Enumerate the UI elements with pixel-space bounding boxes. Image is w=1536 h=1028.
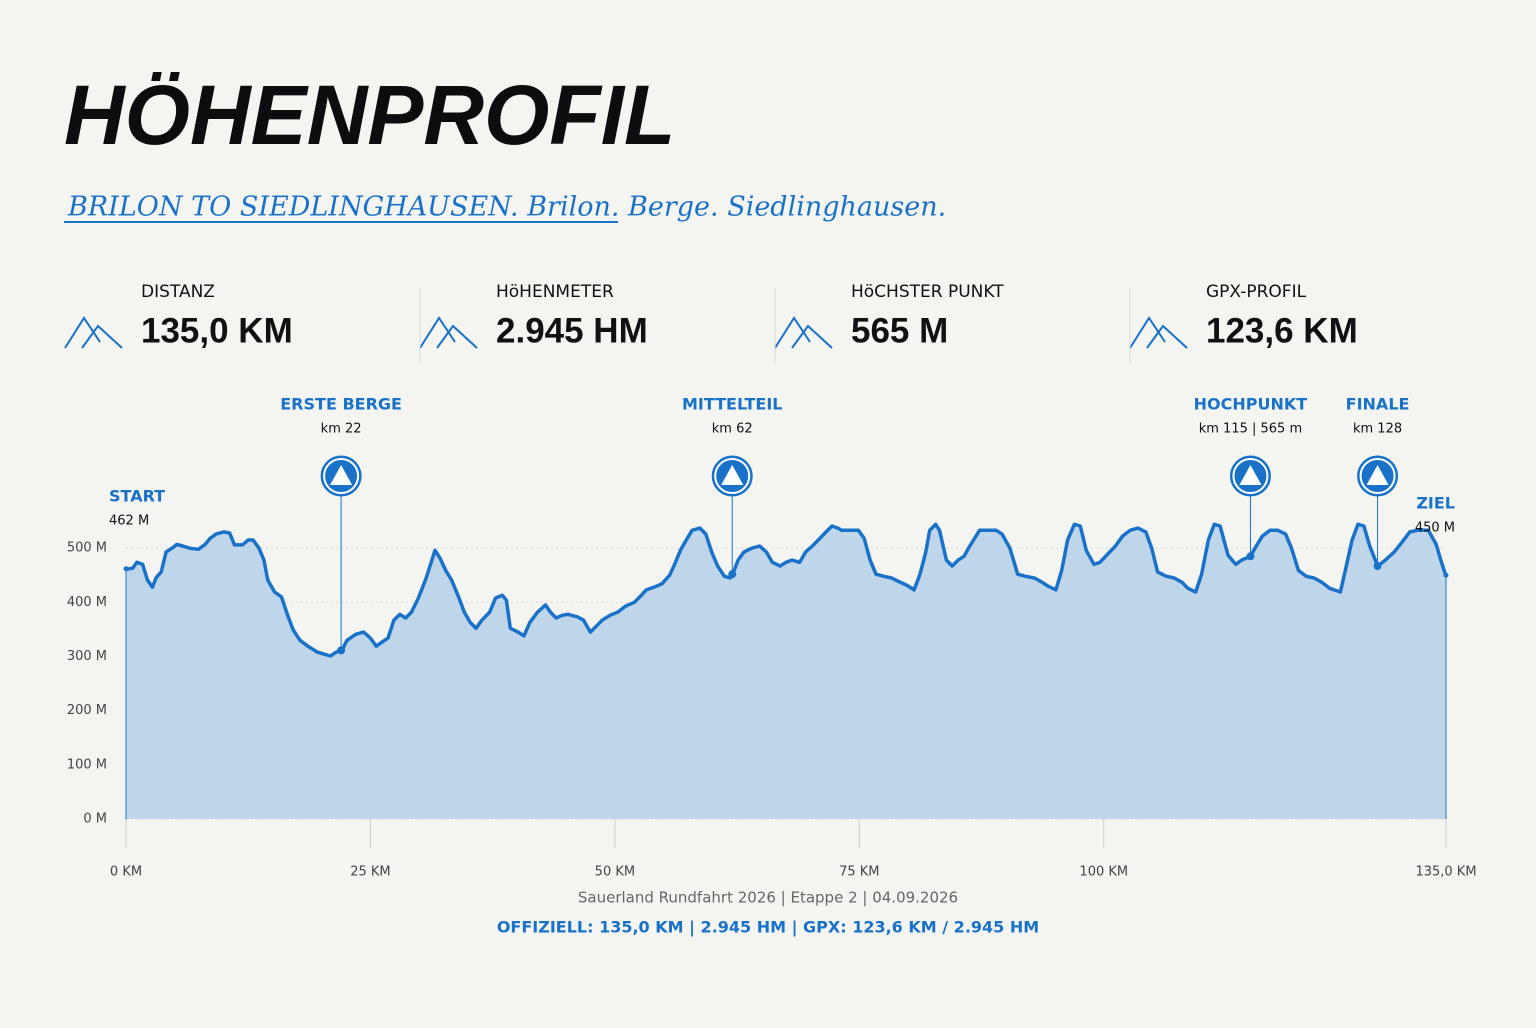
footer-event: Sauerland Rundfahrt 2026 | Etappe 2 | 04… <box>578 889 958 907</box>
y-tick-label: 0 M <box>83 812 107 827</box>
stats-row: DISTANZ 135,0 KM HöHENMETER 2.945 HM HöCHSTE… <box>64 282 1358 364</box>
stat-value: 123,6 KM <box>1206 311 1358 350</box>
y-tick-label: 300 M <box>67 649 107 664</box>
mountain-icon <box>436 324 478 349</box>
endpoint-label: ZIEL <box>1416 494 1455 513</box>
mountain-icon <box>774 316 811 349</box>
marker-km: km 115 | 565 m <box>1199 422 1302 437</box>
mountain-icon <box>1146 324 1188 349</box>
marker-icon <box>330 465 353 485</box>
marker-dot <box>337 646 346 655</box>
subtitle: BRILON TO SIEDLINGHAUSEN. Brilon. Berge.… <box>67 192 946 223</box>
mountain-icon <box>81 324 123 349</box>
marker-dot <box>728 570 737 579</box>
mountain-icon <box>419 316 456 349</box>
x-tick-label: 75 KM <box>839 865 879 880</box>
elevation-chart: 0 M 100 M 200 M 300 M 400 M 500 M 0 KM 25 KM 50 … <box>67 395 1477 880</box>
endpoint-dot <box>1443 572 1449 578</box>
area-fill <box>126 524 1446 819</box>
y-tick-label: 100 M <box>67 757 107 772</box>
y-tick-label: 500 M <box>67 541 107 556</box>
marker-icon <box>721 465 744 485</box>
marker-dot <box>1246 552 1255 561</box>
endpoint-elevation: 462 M <box>109 514 149 529</box>
title: HÖHENPROFIL <box>64 68 675 162</box>
stat-value: 565 M <box>851 311 948 350</box>
mountain-icon <box>64 316 101 349</box>
marker-label: ERSTE BERGE <box>280 395 402 414</box>
endpoint-label: START <box>109 487 165 506</box>
y-tick-label: 200 M <box>67 703 107 718</box>
marker-icon <box>1239 465 1262 485</box>
elevation-line <box>125 522 1448 658</box>
x-tick-label: 50 KM <box>595 865 635 880</box>
endpoint-elevation: 450 M <box>1415 521 1455 536</box>
stat-value: 135,0 KM <box>141 311 293 350</box>
stat-label: DISTANZ <box>141 282 215 302</box>
stat-label: HöHENMETER <box>496 282 614 302</box>
marker-dot <box>1373 562 1382 571</box>
footer-official: OFFIZIELL: 135,0 KM | 2.945 HM | GPX: 12… <box>497 918 1039 938</box>
x-tick-label: 25 KM <box>350 865 390 880</box>
marker-km: km 62 <box>712 422 753 437</box>
stat-label: HöCHSTER PUNKT <box>851 282 1004 302</box>
marker-label: MITTELTEIL <box>682 395 783 414</box>
y-tick-label: 400 M <box>67 595 107 610</box>
x-tick-label: 135,0 KM <box>1415 865 1476 880</box>
marker-km: km 22 <box>321 422 362 437</box>
marker-km: km 128 <box>1353 422 1402 437</box>
marker-icon <box>1366 465 1389 485</box>
x-tick-label: 100 KM <box>1079 865 1128 880</box>
marker-label: HOCHPUNKT <box>1194 395 1308 414</box>
endpoint-dot <box>123 566 129 572</box>
mountain-icon <box>1129 316 1166 349</box>
mountain-icon <box>791 324 833 349</box>
stat-value: 2.945 HM <box>496 311 648 350</box>
marker-label: FINALE <box>1346 395 1410 414</box>
stat-label: GPX-PROFIL <box>1206 282 1307 302</box>
x-tick-label: 0 KM <box>110 865 142 880</box>
